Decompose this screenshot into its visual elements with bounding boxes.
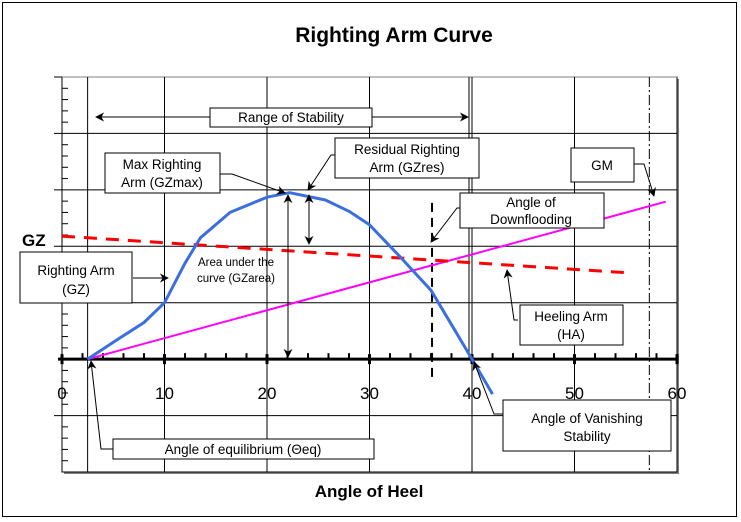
gm-pointer xyxy=(634,163,656,197)
range-box xyxy=(209,107,373,128)
vanishing-pointer xyxy=(472,361,503,415)
annotation-area-under-curve: Area under the curve (GZarea) xyxy=(197,257,275,285)
downflooding-label-line1: Angle of xyxy=(506,195,556,210)
chart-title: Righting Arm Curve xyxy=(295,24,493,47)
x-tick-label: 20 xyxy=(258,384,277,403)
x-tick-labels: 0 10 20 30 40 50 60 xyxy=(57,384,686,403)
annotation-downflooding: Angle of Downflooding xyxy=(430,192,605,243)
heeling-arm-line xyxy=(61,234,628,275)
x-tick-label: 60 xyxy=(668,384,687,403)
annotation-equilibrium: Angle of equilibrium (Θeq) xyxy=(87,360,375,460)
annotation-gm: GM xyxy=(570,147,656,197)
gzarea-label-line1: Area under the xyxy=(198,257,274,269)
gzmax-label-line2: Arm (GZmax) xyxy=(121,175,203,190)
righting-arm-label-line2: (GZ) xyxy=(62,282,90,297)
gzres-label-line1: Residual Righting xyxy=(354,142,460,157)
x-tick-label: 50 xyxy=(565,384,584,403)
gzmax-pointer xyxy=(220,173,286,195)
downflooding-box xyxy=(459,192,605,229)
gzres-label-line2: Arm (GZres) xyxy=(370,160,445,175)
annotation-residual-righting-arm: Residual Righting Arm (GZres) xyxy=(304,137,480,245)
gzres-box xyxy=(334,137,480,179)
y-axis-label: GZ xyxy=(22,231,46,250)
vanishing-label-line1: Angle of Vanishing xyxy=(531,411,643,426)
equilibrium-pointer xyxy=(87,360,113,450)
downflooding-pointer xyxy=(430,207,460,243)
heeling-arm-pointer xyxy=(503,269,518,321)
heeling-arm-label-line2: (HA) xyxy=(557,327,585,342)
annotation-heeling-arm: Heeling Arm (HA) xyxy=(503,269,624,346)
x-axis-label: Angle of Heel xyxy=(315,482,424,501)
range-label: Range of Stability xyxy=(238,110,344,125)
x-tick-label: 0 xyxy=(57,384,66,403)
annotation-vanishing-stability: Angle of Vanishing Stability xyxy=(472,361,672,452)
gzmax-box xyxy=(104,152,221,194)
chart-frame xyxy=(2,2,737,517)
righting-arm-box xyxy=(19,251,133,304)
gm-box xyxy=(570,147,635,183)
righting-arm-curve xyxy=(86,191,494,395)
downflooding-label-line2: Downflooding xyxy=(490,212,572,227)
annotation-range-of-stability: Range of Stability xyxy=(95,107,469,128)
x-tick-label: 30 xyxy=(360,384,379,403)
vanishing-box xyxy=(502,399,672,452)
x-tick-label: 10 xyxy=(155,384,174,403)
gzmax-label-line1: Max Righting xyxy=(123,157,202,172)
righting-arm-label-line1: Righting Arm xyxy=(37,263,114,278)
heeling-arm-label-line1: Heeling Arm xyxy=(534,309,608,324)
x-tick-label: 40 xyxy=(463,384,482,403)
vanishing-label-line2: Stability xyxy=(563,429,611,444)
equilibrium-label: Angle of equilibrium (Θeq) xyxy=(165,442,322,457)
annotation-righting-arm: Righting Arm (GZ) xyxy=(19,251,169,304)
gzarea-label-line2: curve (GZarea) xyxy=(197,273,275,285)
heeling-arm-box xyxy=(519,304,624,346)
gzres-pointer xyxy=(307,154,335,191)
gm-label: GM xyxy=(591,158,613,173)
annotation-max-righting-arm: Max Righting Arm (GZmax) xyxy=(104,152,293,358)
